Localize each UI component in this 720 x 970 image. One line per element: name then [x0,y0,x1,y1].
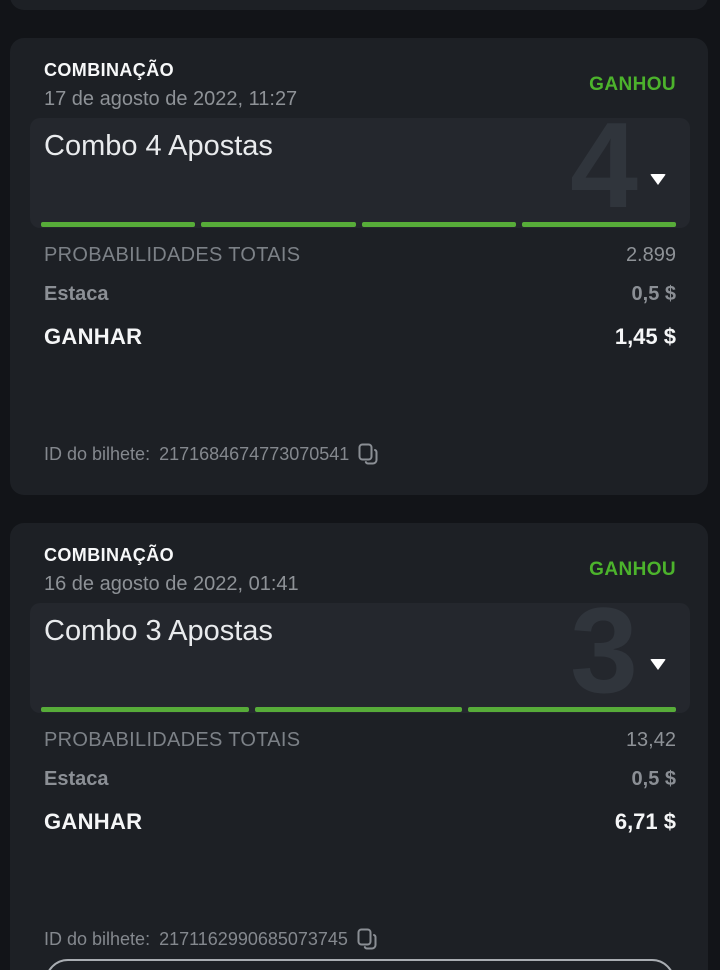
combo-leg-indicator [41,222,196,227]
combo-leg-indicator [201,222,356,227]
ticket-id-value: 2171684674773070541 [159,443,350,464]
stake-value: 0,5 $ [631,283,676,305]
stake-row: Estaca 0,5 $ [44,283,676,306]
combo-title: Combo 3 Apostas [44,615,273,647]
chevron-down-icon[interactable] [650,659,666,670]
total-odds-row: PROBABILIDADES TOTAIS 13,42 [44,729,676,752]
ticket-id-value: 2171162990685073745 [159,928,348,949]
bet-date: 16 de agosto de 2022, 01:41 [44,572,299,595]
combo-leg-indicator [254,707,463,712]
win-value: 1,45 $ [614,324,676,349]
total-odds-label: PROBABILIDADES TOTAIS [44,244,301,266]
win-row: GANHAR 6,71 $ [44,809,676,835]
combo-leg-indicator [521,222,676,227]
combo-leg-indicator [361,222,516,227]
combo-title: Combo 4 Apostas [44,130,273,162]
win-row: GANHAR 1,45 $ [44,324,676,350]
bet-card-header-left: COMBINAÇÃO 16 de agosto de 2022, 01:41 [44,545,299,596]
bet-card[interactable]: COMBINAÇÃO 16 de agosto de 2022, 01:41 G… [10,523,708,970]
win-label: GANHAR [44,324,143,349]
combo-summary-panel[interactable]: Combo 3 Apostas 3 [30,603,690,713]
ticket-id-row: ID do bilhete: 2171684674773070541 [44,442,378,466]
bottom-action-button[interactable] [45,959,675,970]
stake-value: 0,5 $ [631,768,676,790]
combo-count-watermark: 4 [570,118,638,228]
status-badge: GANHOU [589,559,676,580]
combo-leg-indicator [41,707,249,712]
status-badge: GANHOU [589,74,676,95]
combo-leg-progress [41,707,677,712]
stake-row: Estaca 0,5 $ [44,768,676,791]
copy-icon[interactable] [357,928,377,950]
bet-type-label: COMBINAÇÃO [44,59,174,80]
bet-type-label: COMBINAÇÃO [44,544,174,565]
total-odds-label: PROBABILIDADES TOTAIS [44,729,301,751]
ticket-id-label: ID do bilhete: [44,443,151,464]
win-label: GANHAR [44,809,143,834]
combo-count-watermark: 3 [570,603,638,713]
chevron-down-icon[interactable] [650,174,666,185]
total-odds-value: 13,42 [625,729,676,751]
combo-leg-progress [41,222,676,227]
ticket-id-row: ID do bilhete: 2171162990685073745 [44,927,377,951]
total-odds-value: 2.899 [625,244,676,266]
bet-date: 17 de agosto de 2022, 11:27 [44,87,298,110]
stake-label: Estaca [44,283,109,305]
previous-card-partial [10,0,708,10]
copy-icon[interactable] [358,443,378,465]
bet-card-header: COMBINAÇÃO 16 de agosto de 2022, 01:41 G… [44,539,676,601]
combo-leg-indicator [468,707,677,712]
bet-card[interactable]: COMBINAÇÃO 17 de agosto de 2022, 11:27 G… [10,38,708,495]
ticket-id-label: ID do bilhete: [44,928,151,949]
combo-summary-panel[interactable]: Combo 4 Apostas 4 [30,118,690,228]
bet-card-header: COMBINAÇÃO 17 de agosto de 2022, 11:27 G… [44,54,676,116]
win-value: 6,71 $ [614,809,676,834]
stake-label: Estaca [44,768,109,790]
total-odds-row: PROBABILIDADES TOTAIS 2.899 [44,244,676,267]
bet-card-header-left: COMBINAÇÃO 17 de agosto de 2022, 11:27 [44,60,297,111]
